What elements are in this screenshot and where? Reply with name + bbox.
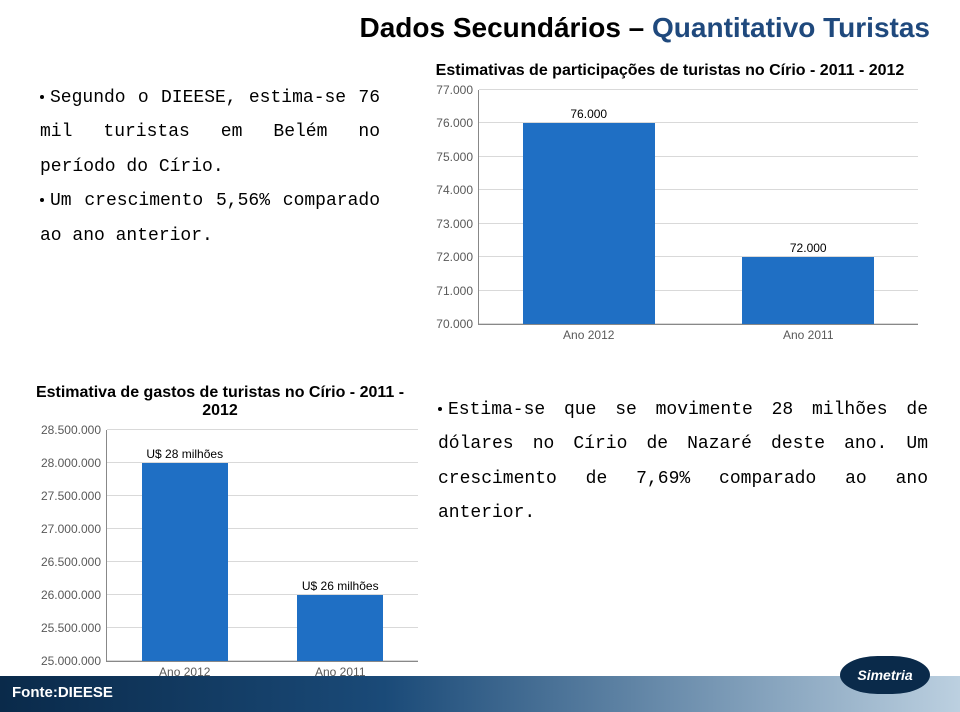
bar-label: 72.000 (790, 241, 827, 257)
bar: 76.000 (523, 123, 655, 324)
ytick-label: 75.000 (436, 150, 479, 164)
footer-source: Fonte:DIEESE (12, 684, 113, 701)
title-plain: Dados Secundários – (359, 12, 652, 43)
ytick-label: 71.000 (436, 284, 479, 298)
bar-label: 76.000 (570, 107, 607, 123)
ytick-label: 70.000 (436, 317, 479, 331)
ytick-label: 25.500.000 (41, 621, 107, 635)
xtick-label: Ano 2012 (563, 324, 614, 342)
page-title: Dados Secundários – Quantitativo Turista… (359, 12, 930, 44)
ytick-label: 74.000 (436, 183, 479, 197)
ytick-label: 73.000 (436, 217, 479, 231)
ytick-label: 25.000.000 (41, 654, 107, 668)
right-text-block: Estima-se que se movimente 28 milhões de… (438, 392, 928, 530)
logo-simetria: Simetria (840, 656, 930, 694)
bar: U$ 26 milhões (297, 595, 383, 661)
chart1-plot: 70.00071.00072.00073.00074.00075.00076.0… (478, 90, 918, 325)
ytick-label: 28.500.000 (41, 423, 107, 437)
bar-label: U$ 28 milhões (146, 447, 223, 463)
xtick-label: Ano 2011 (783, 324, 834, 342)
ytick-label: 28.000.000 (41, 456, 107, 470)
bullet-icon (40, 95, 44, 99)
ytick-label: 72.000 (436, 250, 479, 264)
right-bullet-0: Estima-se que se movimente 28 milhões de… (438, 400, 928, 523)
ytick-label: 26.500.000 (41, 555, 107, 569)
chart1-title: Estimativas de participações de turistas… (420, 62, 920, 80)
ytick-label: 76.000 (436, 116, 479, 130)
ytick-label: 77.000 (436, 83, 479, 97)
bar: U$ 28 milhões (142, 463, 228, 661)
chart2-plot: 25.000.00025.500.00026.000.00026.500.000… (106, 430, 418, 662)
left-text-block: Segundo o DIEESE, estima-se 76 mil turis… (40, 80, 380, 252)
bar-label: U$ 26 milhões (302, 579, 379, 595)
ytick-label: 26.000.000 (41, 588, 107, 602)
footer-bar: Fonte:DIEESE (0, 676, 960, 712)
bullet-icon (40, 198, 44, 202)
logo-text: Simetria (857, 667, 912, 683)
left-bullet-0: Segundo o DIEESE, estima-se 76 mil turis… (40, 88, 380, 177)
chart-gastos: Estimativa de gastos de turistas no Círi… (16, 384, 424, 662)
chart2-title: Estimativa de gastos de turistas no Círi… (16, 384, 424, 420)
title-accent: Quantitativo Turistas (652, 12, 930, 43)
left-bullet-1: Um crescimento 5,56% comparado ao ano an… (40, 191, 380, 245)
bullet-icon (438, 407, 442, 411)
ytick-label: 27.000.000 (41, 522, 107, 536)
bar: 72.000 (742, 257, 874, 324)
chart-participacoes: Estimativas de participações de turistas… (420, 62, 920, 325)
ytick-label: 27.500.000 (41, 489, 107, 503)
